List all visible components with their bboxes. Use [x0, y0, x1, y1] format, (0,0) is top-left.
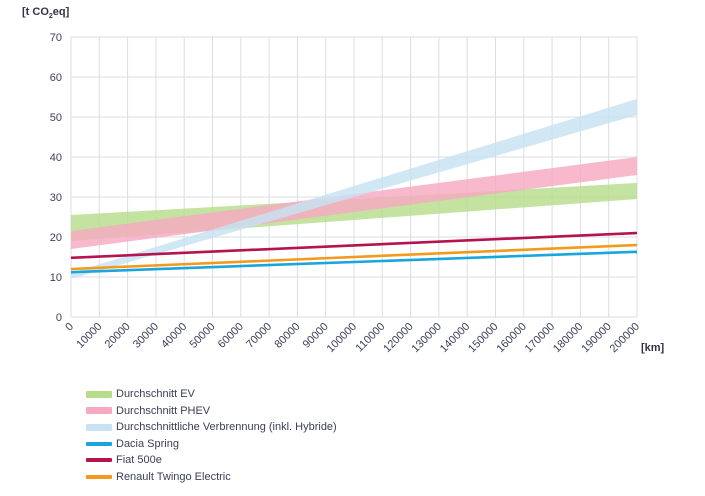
legend-swatch — [86, 423, 112, 431]
legend-swatch — [86, 441, 112, 446]
legend-item: Durchschnitt EV — [86, 386, 337, 403]
x-axis-label: [km] — [641, 342, 665, 354]
x-tick-label: 20000 — [103, 321, 133, 351]
x-tick-label: 170000 — [523, 321, 557, 355]
x-tick-label: 160000 — [494, 321, 528, 355]
bands — [71, 99, 637, 279]
y-tick-label: 70 — [50, 32, 62, 44]
y-tick-label: 40 — [50, 152, 62, 164]
x-tick-label: 80000 — [272, 321, 302, 351]
y-tick-label: 50 — [50, 112, 62, 124]
y-tick-label: 10 — [50, 272, 62, 284]
x-tick-label: 70000 — [244, 321, 274, 351]
legend-label: Dacia Spring — [116, 437, 179, 450]
x-tick-label: 30000 — [131, 321, 161, 351]
x-tick-label: 10000 — [74, 321, 104, 351]
x-tick-label: 150000 — [466, 321, 500, 355]
x-tick-label: 40000 — [159, 321, 189, 351]
x-tick-label: 180000 — [551, 321, 585, 355]
x-tick-label: 140000 — [438, 321, 472, 355]
legend-label: Fiat 500e — [116, 454, 162, 467]
band-series — [71, 99, 637, 279]
y-tick-label: 0 — [56, 312, 62, 324]
line-series — [70, 231, 638, 260]
x-tick-label: 0 — [63, 321, 76, 334]
x-tick-label: 50000 — [188, 321, 218, 351]
legend-swatch — [86, 458, 112, 463]
line-series — [70, 250, 638, 274]
x-tick-label: 130000 — [410, 321, 444, 355]
y-tick-label: 30 — [50, 192, 62, 204]
y-ticks: 0 10 20 30 40 50 60 70 — [50, 32, 62, 324]
x-tick-label: 110000 — [354, 321, 388, 355]
line-series — [70, 243, 638, 271]
y-axis-label: [t CO2eq] — [22, 6, 70, 21]
x-tick-label: 100000 — [325, 321, 359, 355]
lines — [70, 231, 638, 274]
x-tick-label: 200000 — [608, 321, 642, 355]
legend-label: Durchschnitt EV — [116, 388, 195, 401]
x-tick-label: 190000 — [579, 321, 613, 355]
x-ticks: 0100002000030000400005000060000700008000… — [63, 321, 642, 355]
band-series — [71, 157, 637, 249]
legend-label: Renault Twingo Electric — [116, 470, 231, 483]
legend: Durchschnitt EV Durchschnitt PHEV Durchsch… — [86, 386, 337, 485]
y-tick-label: 60 — [50, 72, 62, 84]
legend-item: Renault Twingo Electric — [86, 469, 337, 486]
legend-swatch — [86, 390, 112, 398]
legend-label: Durchschnitt PHEV — [116, 404, 211, 417]
legend-item: Durchschnittliche Verbrennung (inkl. Hyb… — [86, 419, 337, 436]
legend-label: Durchschnittliche Verbrennung (inkl. Hyb… — [116, 421, 337, 434]
legend-item: Dacia Spring — [86, 436, 337, 453]
x-tick-label: 120000 — [381, 321, 415, 355]
legend-swatch — [86, 474, 112, 479]
x-tick-label: 60000 — [216, 321, 246, 351]
legend-item: Durchschnitt PHEV — [86, 403, 337, 420]
legend-item: Fiat 500e — [86, 452, 337, 469]
y-tick-label: 20 — [50, 232, 62, 244]
legend-swatch — [86, 407, 112, 415]
